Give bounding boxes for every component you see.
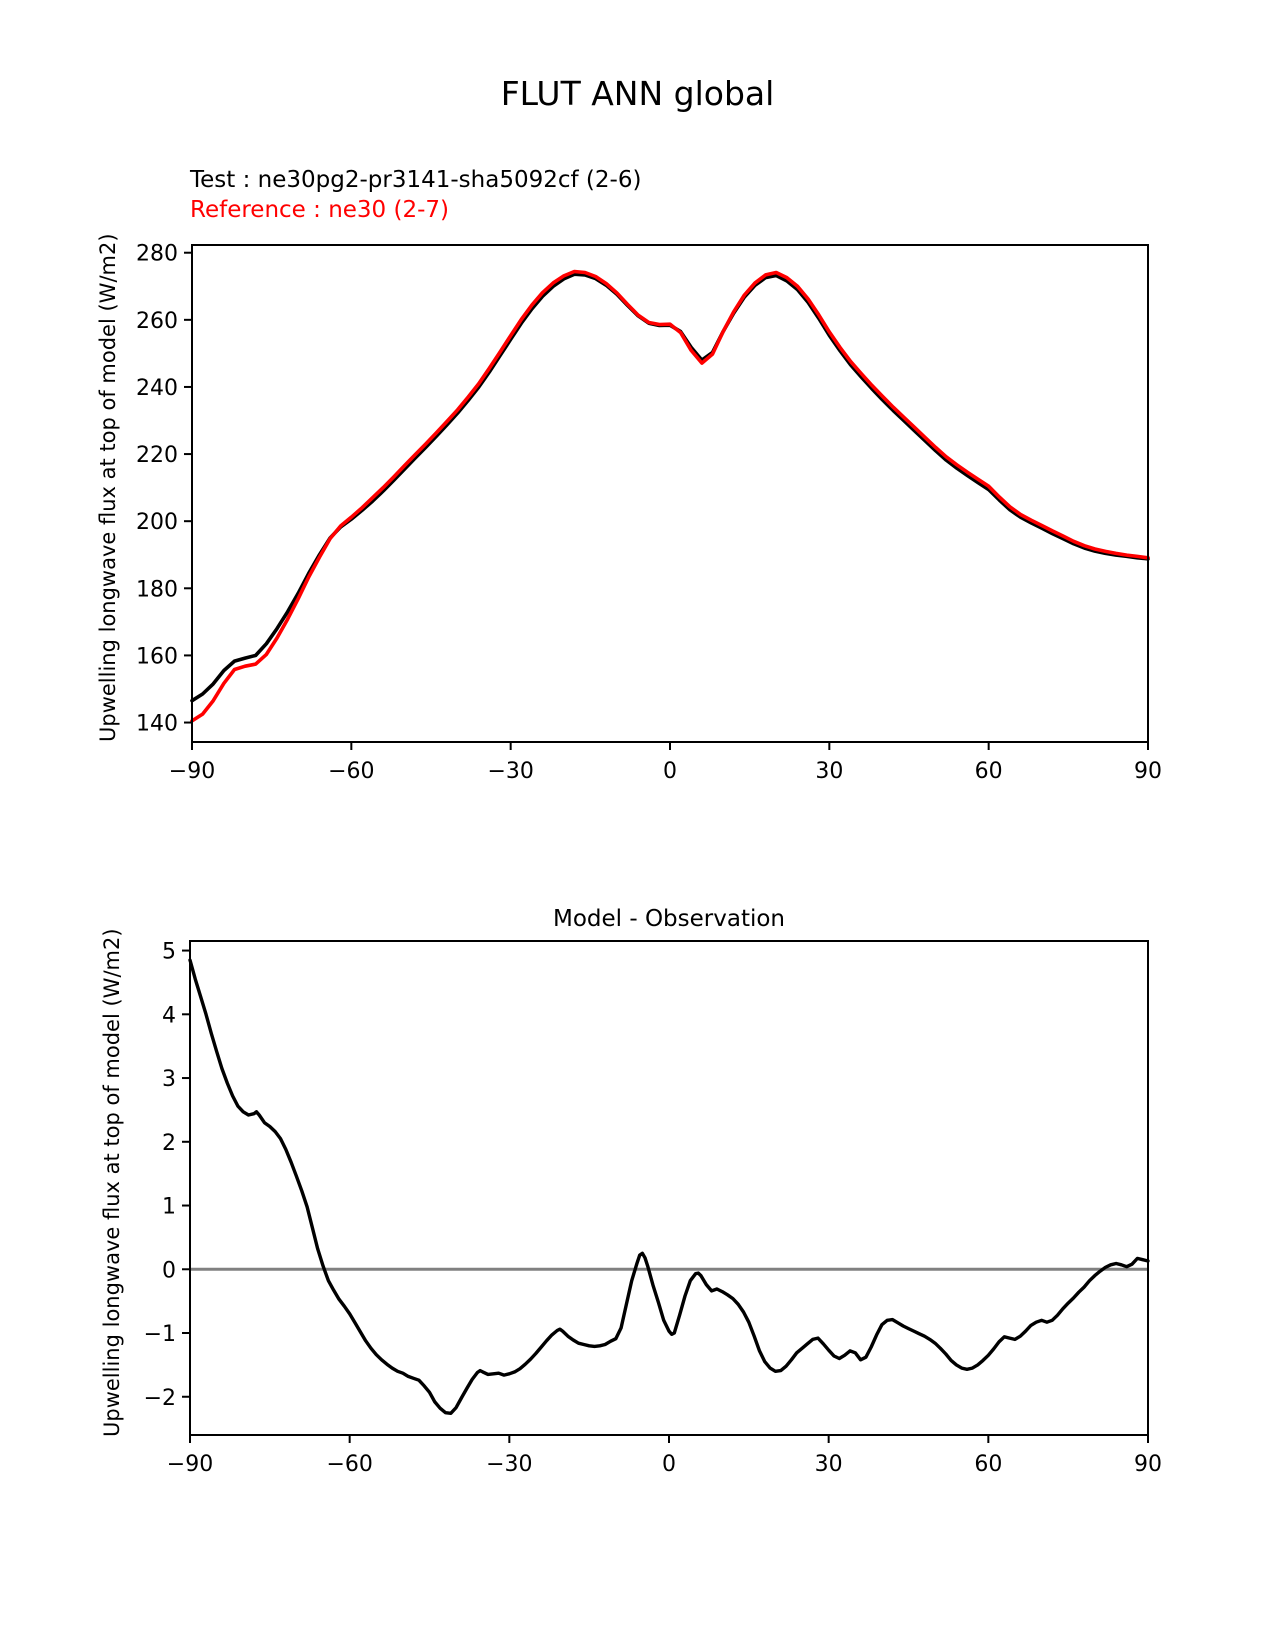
x-tick-label: −60 (328, 759, 374, 784)
y-tick-label: 4 (162, 1003, 176, 1028)
y-tick-label: −2 (144, 1386, 176, 1411)
x-tick-label: 0 (663, 759, 677, 784)
x-tick-label: 30 (815, 1452, 843, 1477)
y-tick-label: 5 (162, 940, 176, 965)
y-tick-label: 280 (136, 242, 178, 267)
x-tick-label: −30 (487, 759, 533, 784)
y-tick-label: 240 (136, 376, 178, 401)
x-tick-label: 60 (974, 1452, 1002, 1477)
y-tick-label: 220 (136, 443, 178, 468)
x-tick-label: 30 (815, 759, 843, 784)
axes-spines (189, 940, 1149, 1436)
y-tick-label: 160 (136, 644, 178, 669)
x-tick-label: −60 (326, 1452, 372, 1477)
y-tick-label: 260 (136, 309, 178, 334)
x-tick-label: −30 (486, 1452, 532, 1477)
top-chart-ylabel: Upwelling longwave flux at top of model … (96, 233, 120, 742)
y-tick-label: 3 (162, 1067, 176, 1092)
series-line-0-0 (190, 272, 1150, 703)
y-tick-label: 180 (136, 577, 178, 602)
x-tick-label: −90 (169, 759, 215, 784)
x-tick-label: 90 (1134, 1452, 1162, 1477)
x-tick-label: −90 (167, 1452, 213, 1477)
legend-test-label: Test : ne30pg2-pr3141-sha5092cf (2-6) (190, 167, 642, 193)
y-tick-label: 1 (162, 1195, 176, 1220)
x-tick-label: 0 (662, 1452, 676, 1477)
legend-reference-label: Reference : ne30 (2-7) (190, 197, 450, 223)
figure-title: FLUT ANN global (500, 74, 775, 113)
y-tick-label: −1 (144, 1322, 176, 1347)
series-line-1-0 (188, 958, 1150, 1416)
diff-chart-title: Model - Observation (552, 906, 786, 932)
axes-spines (191, 244, 1149, 743)
x-tick-label: 60 (975, 759, 1003, 784)
x-tick-label: 90 (1134, 759, 1162, 784)
y-tick-label: 140 (136, 712, 178, 737)
diff-chart-ylabel: Upwelling longwave flux at top of model … (100, 928, 124, 1437)
y-tick-label: 0 (162, 1258, 176, 1283)
series-line-0-1 (190, 269, 1150, 723)
y-tick-label: 200 (136, 510, 178, 535)
y-tick-label: 2 (162, 1131, 176, 1156)
